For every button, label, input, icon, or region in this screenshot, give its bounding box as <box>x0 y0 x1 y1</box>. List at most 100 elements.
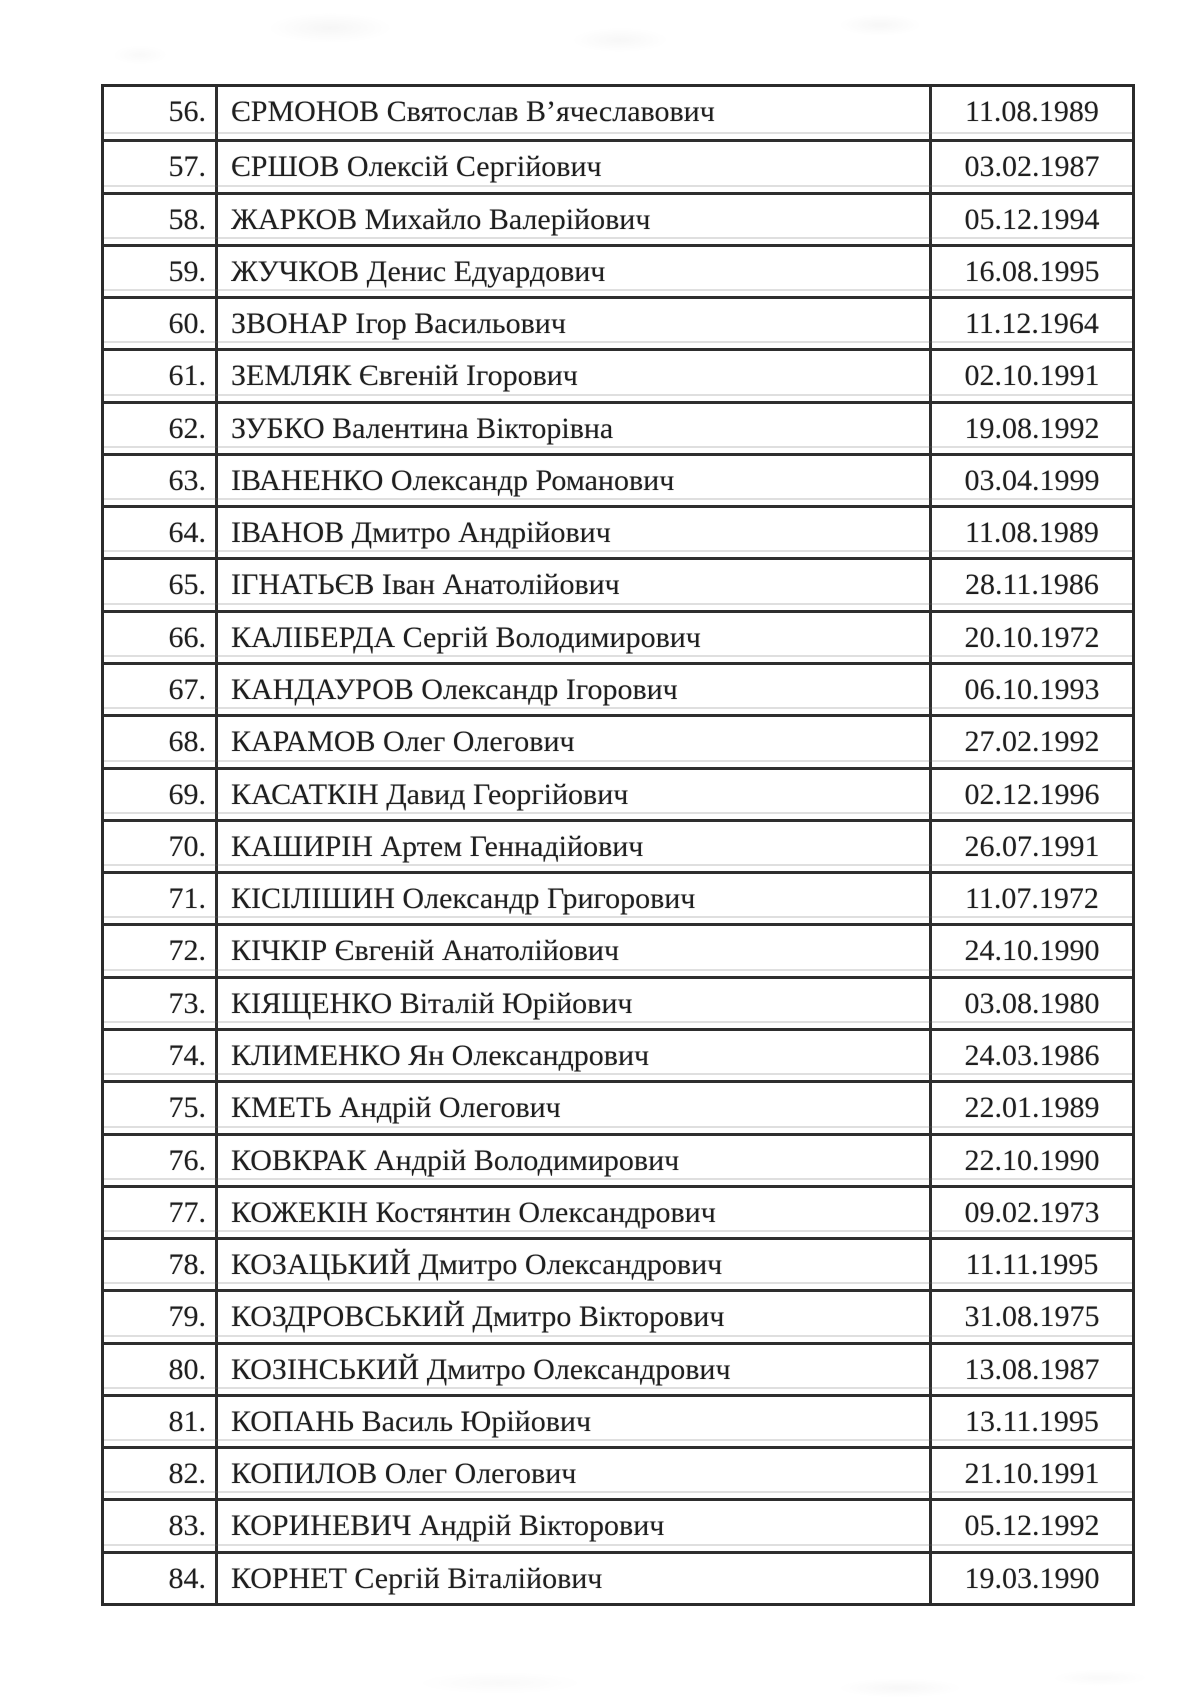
row-number-cell: 76. <box>104 1135 218 1185</box>
row-name-cell: КАНДАУРОВ Олександр Ігорович <box>231 673 678 707</box>
row-number-cell: 56. <box>104 87 218 140</box>
row-date-cell: 09.02.1973 <box>929 1187 1132 1238</box>
row-date-cell: 28.11.1986 <box>929 560 1132 610</box>
row-name-cell: КОЗАЦЬКИЙ Дмитро Олександрович <box>231 1248 723 1282</box>
row-name-cell: КАСАТКІН Давид Георгійович <box>231 777 629 811</box>
row-number-cell: 59. <box>104 246 218 297</box>
table-row: 56. ЄРМОНОВ Святослав В’ячеславович 11.08.… <box>104 87 1132 140</box>
row-name-cell: КОПАНЬ Василь Юрійович <box>231 1404 592 1438</box>
row-date-cell: 16.08.1995 <box>929 246 1132 297</box>
row-number-cell: 84. <box>104 1553 218 1603</box>
row-number-cell: 58. <box>104 194 218 244</box>
table-row: 74. КЛИМЕНКО Ян Олександрович 24.03.1986 <box>104 1020 1132 1081</box>
table-row: 72. КІЧКІР Євгеній Анатолійович 24.10.1990 <box>104 916 1132 976</box>
row-date-cell: 13.08.1987 <box>929 1344 1132 1394</box>
row-date-cell: 11.08.1989 <box>929 508 1132 558</box>
row-number-cell: 68. <box>104 717 218 767</box>
row-name-cell: ЖАРКОВ Михайло Валерійович <box>231 202 651 236</box>
table-row: 82. КОПИЛОВ Олег Олегович 21.10.1991 <box>104 1439 1132 1499</box>
row-date-cell: 11.11.1995 <box>929 1240 1132 1290</box>
row-number-cell: 60. <box>104 299 218 349</box>
table-row: 69. КАСАТКІН Давид Георгійович 02.12.1996 <box>104 759 1132 819</box>
table-row: 73. КІЯЩЕНКО Віталій Юрійович 03.08.1980 <box>104 968 1132 1028</box>
row-name-cell: КОЗІНСЬКИЙ Дмитро Олександрович <box>231 1352 731 1386</box>
table-row: 84. КОРНЕТ Сергій Віталійович 19.03.1990 <box>104 1543 1132 1603</box>
table-row: 79. КОЗДРОВСЬКИЙ Дмитро Вікторович 31.08.1… <box>104 1282 1132 1342</box>
row-date-cell: 19.03.1990 <box>929 1553 1132 1603</box>
table-row: 57. ЄРШОВ Олексій Сергійович 03.02.1987 <box>104 132 1132 192</box>
table-row: 61. ЗЕМЛЯК Євгеній Ігорович 02.10.1991 <box>104 341 1132 401</box>
row-name-cell: КОПИЛОВ Олег Олегович <box>231 1457 577 1491</box>
row-date-cell: 24.03.1986 <box>929 1030 1132 1081</box>
row-date-cell: 24.10.1990 <box>929 926 1132 976</box>
row-name-cell: КОЗДРОВСЬКИЙ Дмитро Вікторович <box>231 1300 725 1334</box>
row-date-cell: 20.10.1972 <box>929 612 1132 663</box>
row-date-cell: 22.01.1989 <box>929 1083 1132 1133</box>
table-row: 83. КОРИНЕВИЧ Андрій Вікторович 05.12.1992 <box>104 1491 1132 1551</box>
table-row: 78. КОЗАЦЬКИЙ Дмитро Олександрович 11.11.1… <box>104 1230 1132 1290</box>
row-number-cell: 62. <box>104 403 218 453</box>
row-date-cell: 11.12.1964 <box>929 299 1132 349</box>
row-number-cell: 74. <box>104 1030 218 1081</box>
table-row: 80. КОЗІНСЬКИЙ Дмитро Олександрович 13.08.… <box>104 1334 1132 1394</box>
row-date-cell: 11.07.1972 <box>929 874 1132 924</box>
row-number-cell: 64. <box>104 508 218 558</box>
row-number-cell: 67. <box>104 665 218 715</box>
row-name-cell: КІСІЛІШИН Олександр Григорович <box>231 882 696 916</box>
row-number-cell: 75. <box>104 1083 218 1133</box>
row-name-cell: КОЖЕКІН Костянтин Олександрович <box>231 1195 716 1229</box>
table-row: 77. КОЖЕКІН Костянтин Олександрович 09.02.… <box>104 1177 1132 1238</box>
row-name-cell: КОРНЕТ Сергій Віталійович <box>231 1561 603 1595</box>
row-date-cell: 22.10.1990 <box>929 1135 1132 1185</box>
row-name-cell: КАРАМОВ Олег Олегович <box>231 725 575 759</box>
personnel-table: 56. ЄРМОНОВ Святослав В’ячеславович 11.08.… <box>101 84 1135 1606</box>
row-name-cell: КОРИНЕВИЧ Андрій Вікторович <box>231 1509 665 1543</box>
row-name-cell: ЄРШОВ Олексій Сергійович <box>231 150 602 184</box>
table-row: 63. ІВАНЕНКО Олександр Романович 03.04.199… <box>104 445 1132 506</box>
table-row: 68. КАРАМОВ Олег Олегович 27.02.1992 <box>104 707 1132 767</box>
row-date-cell: 03.04.1999 <box>929 455 1132 506</box>
row-date-cell: 27.02.1992 <box>929 717 1132 767</box>
table-row: 62. ЗУБКО Валентина Вікторівна 19.08.1992 <box>104 393 1132 453</box>
row-date-cell: 05.12.1992 <box>929 1501 1132 1551</box>
row-name-cell: ІВАНЕНКО Олександр Романович <box>231 463 675 497</box>
row-number-cell: 57. <box>104 142 218 192</box>
table-row: 67. КАНДАУРОВ Олександр Ігорович 06.10.199… <box>104 654 1132 715</box>
row-name-cell: ІГНАТЬЄВ Іван Анатолійович <box>231 568 620 602</box>
row-number-cell: 61. <box>104 351 218 401</box>
row-date-cell: 03.08.1980 <box>929 978 1132 1028</box>
table-row: 70. КАШИРІН Артем Геннадійович 26.07.1991 <box>104 811 1132 872</box>
row-date-cell: 19.08.1992 <box>929 403 1132 453</box>
row-name-cell: КАЛІБЕРДА Сергій Володимирович <box>231 620 701 654</box>
table-row: 64. ІВАНОВ Дмитро Андрійович 11.08.1989 <box>104 498 1132 558</box>
row-date-cell: 03.02.1987 <box>929 142 1132 192</box>
row-number-cell: 72. <box>104 926 218 976</box>
row-name-cell: ЗУБКО Валентина Вікторівна <box>231 411 614 445</box>
table-row: 59. ЖУЧКОВ Денис Едуардович 16.08.1995 <box>104 236 1132 297</box>
table-row: 75. КМЕТЬ Андрій Олегович 22.01.1989 <box>104 1073 1132 1133</box>
row-name-cell: ЗВОНАР Ігор Васильович <box>231 307 566 341</box>
table-row: 76. КОВКРАК Андрій Володимирович 22.10.199… <box>104 1125 1132 1185</box>
table-row: 71. КІСІЛІШИН Олександр Григорович 11.07.1… <box>104 864 1132 924</box>
table-row: 81. КОПАНЬ Василь Юрійович 13.11.1995 <box>104 1386 1132 1447</box>
row-number-cell: 65. <box>104 560 218 610</box>
table-row: 58. ЖАРКОВ Михайло Валерійович 05.12.1994 <box>104 184 1132 244</box>
row-number-cell: 82. <box>104 1449 218 1499</box>
row-number-cell: 83. <box>104 1501 218 1551</box>
row-date-cell: 11.08.1989 <box>929 87 1132 140</box>
row-name-cell: КІЧКІР Євгеній Анатолійович <box>231 934 620 968</box>
row-name-cell: КАШИРІН Артем Геннадійович <box>231 829 644 863</box>
row-name-cell: ЗЕМЛЯК Євгеній Ігорович <box>231 359 578 393</box>
table-row: 65. ІГНАТЬЄВ Іван Анатолійович 28.11.1986 <box>104 550 1132 610</box>
row-number-cell: 77. <box>104 1187 218 1238</box>
row-number-cell: 73. <box>104 978 218 1028</box>
row-date-cell: 13.11.1995 <box>929 1396 1132 1447</box>
row-name-cell: КОВКРАК Андрій Володимирович <box>231 1143 680 1177</box>
row-number-cell: 80. <box>104 1344 218 1394</box>
row-number-cell: 70. <box>104 821 218 872</box>
table-row: 60. ЗВОНАР Ігор Васильович 11.12.1964 <box>104 289 1132 349</box>
row-date-cell: 02.10.1991 <box>929 351 1132 401</box>
row-name-cell: ЄРМОНОВ Святослав В’ячеславович <box>231 95 715 128</box>
row-number-cell: 69. <box>104 769 218 819</box>
row-date-cell: 31.08.1975 <box>929 1292 1132 1342</box>
